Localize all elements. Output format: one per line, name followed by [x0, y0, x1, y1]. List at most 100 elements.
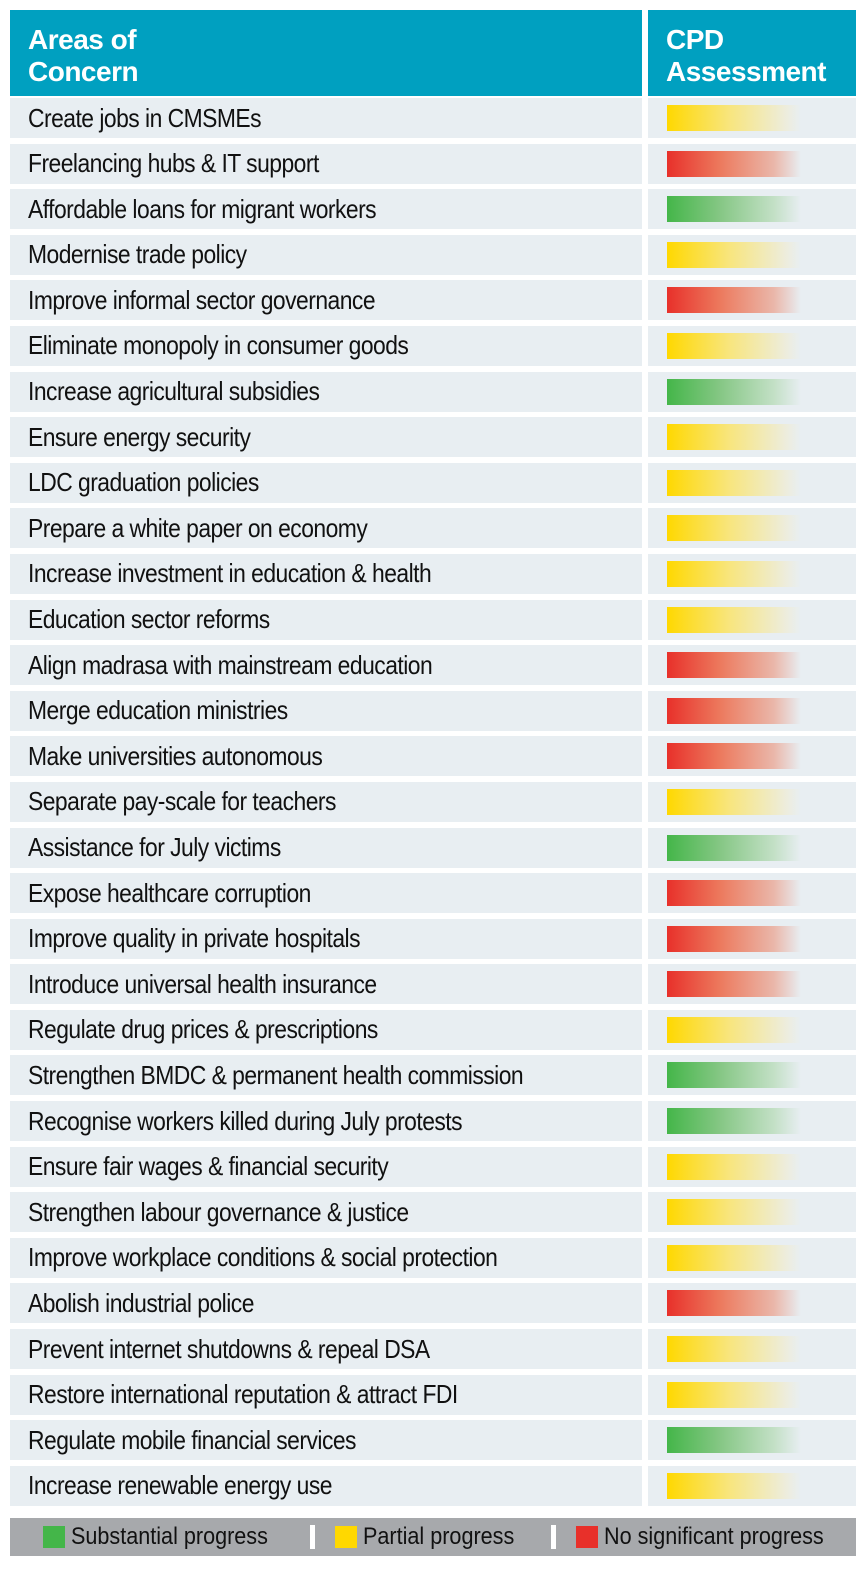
assessment-bar-partial [667, 1153, 801, 1180]
header-col1-line1: Areas of [28, 24, 137, 55]
assessment-bar-substantial [667, 196, 801, 223]
assessment-bar-partial [667, 105, 801, 131]
assessment-bar-partial [667, 469, 801, 496]
assessment-cell [648, 1329, 856, 1370]
assessment-cell [648, 1420, 856, 1461]
header-cpd-assessment: CPD Assessment [648, 10, 856, 96]
assessment-cell [648, 964, 856, 1005]
legend-divider [309, 1525, 315, 1549]
assessment-bar-partial [667, 1199, 801, 1226]
area-of-concern-cell: Eliminate monopoly in consumer goods [10, 325, 642, 366]
legend-label: No significant progress [603, 1523, 824, 1550]
table-row: Make universities autonomous [10, 736, 856, 777]
assessment-cell [648, 918, 856, 959]
table-row: Align madrasa with mainstream education [10, 645, 856, 686]
assessment-cell [648, 1146, 856, 1187]
area-of-concern-label: Assistance for July victims [28, 832, 281, 862]
legend-swatch-red [575, 1526, 598, 1548]
table-row: Restore international reputation & attra… [10, 1374, 856, 1415]
legend: Substantial progress Partial progress No… [10, 1518, 856, 1556]
table-row: Regulate drug prices & prescriptions [10, 1009, 856, 1050]
assessment-cell [648, 1283, 856, 1324]
table-row: Introduce universal health insurance [10, 964, 856, 1005]
assessment-bar-substantial [667, 834, 801, 861]
area-of-concern-label: Improve informal sector governance [28, 284, 376, 315]
assessment-bar-none [667, 925, 801, 952]
table-row: Create jobs in CMSMEs [10, 98, 856, 138]
table-row: Prevent internet shutdowns & repeal DSA [10, 1329, 856, 1370]
header-areas-of-concern: Areas of Concern [10, 10, 642, 96]
table-row: Expose healthcare corruption [10, 873, 856, 914]
legend-item-substantial: Substantial progress [43, 1523, 290, 1551]
table-row: Regulate mobile financial services [10, 1420, 856, 1461]
assessment-bar-none [667, 1290, 801, 1317]
area-of-concern-label: Prepare a white paper on economy [28, 512, 368, 543]
assessment-bar-partial [667, 606, 801, 633]
assessment-cell [648, 1101, 856, 1142]
area-of-concern-label: Restore international reputation & attra… [28, 1379, 458, 1410]
table-row: Strengthen BMDC & permanent health commi… [10, 1055, 856, 1096]
assessment-bar-none [667, 971, 801, 998]
area-of-concern-label: Strengthen BMDC & permanent health commi… [28, 1059, 524, 1090]
table-row: Freelancing hubs & IT support [10, 143, 856, 184]
assessment-bar-partial [667, 1244, 801, 1271]
area-of-concern-label: Increase renewable energy use [28, 1470, 332, 1501]
assessment-cell [648, 690, 856, 731]
assessment-bar-partial [667, 1016, 801, 1043]
table-row: Eliminate monopoly in consumer goods [10, 325, 856, 366]
legend-item-none: No significant progress [575, 1523, 848, 1551]
assessment-cell [648, 1465, 856, 1506]
area-of-concern-label: Separate pay-scale for teachers [28, 786, 336, 817]
area-of-concern-label: LDC graduation policies [28, 467, 259, 498]
assessment-bar-partial [667, 424, 801, 451]
area-of-concern-cell: Improve quality in private hospitals [10, 918, 642, 959]
assessment-bar-partial [667, 560, 801, 587]
assessment-cell [648, 417, 856, 458]
area-of-concern-cell: Assistance for July victims [10, 827, 642, 868]
area-of-concern-cell: Create jobs in CMSMEs [10, 98, 642, 138]
table-row: Ensure fair wages & financial security [10, 1146, 856, 1187]
area-of-concern-cell: LDC graduation policies [10, 462, 642, 503]
area-of-concern-label: Make universities autonomous [28, 740, 323, 771]
table-row: Modernise trade policy [10, 234, 856, 275]
header-col2-line2: Assessment [666, 56, 826, 87]
table-row: Recognise workers killed during July pro… [10, 1101, 856, 1142]
table-row: LDC graduation policies [10, 462, 856, 503]
area-of-concern-cell: Affordable loans for migrant workers [10, 189, 642, 230]
table-row: Improve workplace conditions & social pr… [10, 1237, 856, 1278]
assessment-cell [648, 645, 856, 686]
area-of-concern-cell: Prevent internet shutdowns & repeal DSA [10, 1329, 642, 1370]
assessment-bar-partial [667, 788, 801, 815]
table-row: Increase investment in education & healt… [10, 553, 856, 594]
assessment-bar-partial [667, 1336, 801, 1363]
area-of-concern-label: Increase agricultural subsidies [28, 376, 320, 407]
legend-swatch-yellow [334, 1526, 357, 1548]
legend-divider [550, 1525, 556, 1549]
header-col2-line1: CPD [666, 24, 724, 55]
assessment-cell [648, 1192, 856, 1233]
cpd-assessment-table: Areas of Concern CPD Assessment Create j… [10, 10, 856, 1506]
legend-item-partial: Partial progress [334, 1523, 531, 1551]
assessment-bar-none [667, 743, 801, 770]
assessment-bar-none [667, 880, 801, 907]
assessment-cell [648, 325, 856, 366]
table-row: Prepare a white paper on economy [10, 508, 856, 549]
table-row: Improve quality in private hospitals [10, 918, 856, 959]
area-of-concern-label: Align madrasa with mainstream education [28, 649, 433, 680]
area-of-concern-label: Expose healthcare corruption [28, 877, 311, 908]
assessment-bar-substantial [667, 1062, 801, 1089]
area-of-concern-cell: Make universities autonomous [10, 736, 642, 777]
legend-swatch-green [43, 1526, 65, 1548]
area-of-concern-label: Improve workplace conditions & social pr… [28, 1242, 498, 1273]
area-of-concern-label: Abolish industrial police [28, 1287, 254, 1318]
assessment-cell [648, 599, 856, 640]
area-of-concern-cell: Increase investment in education & healt… [10, 553, 642, 594]
assessment-cell [648, 553, 856, 594]
area-of-concern-label: Create jobs in CMSMEs [28, 102, 262, 133]
legend-label: Substantial progress [71, 1523, 268, 1550]
area-of-concern-cell: Improve workplace conditions & social pr… [10, 1237, 642, 1278]
area-of-concern-cell: Ensure energy security [10, 417, 642, 458]
area-of-concern-cell: Regulate mobile financial services [10, 1420, 642, 1461]
area-of-concern-label: Merge education ministries [28, 695, 288, 726]
area-of-concern-label: Regulate mobile financial services [28, 1424, 356, 1455]
